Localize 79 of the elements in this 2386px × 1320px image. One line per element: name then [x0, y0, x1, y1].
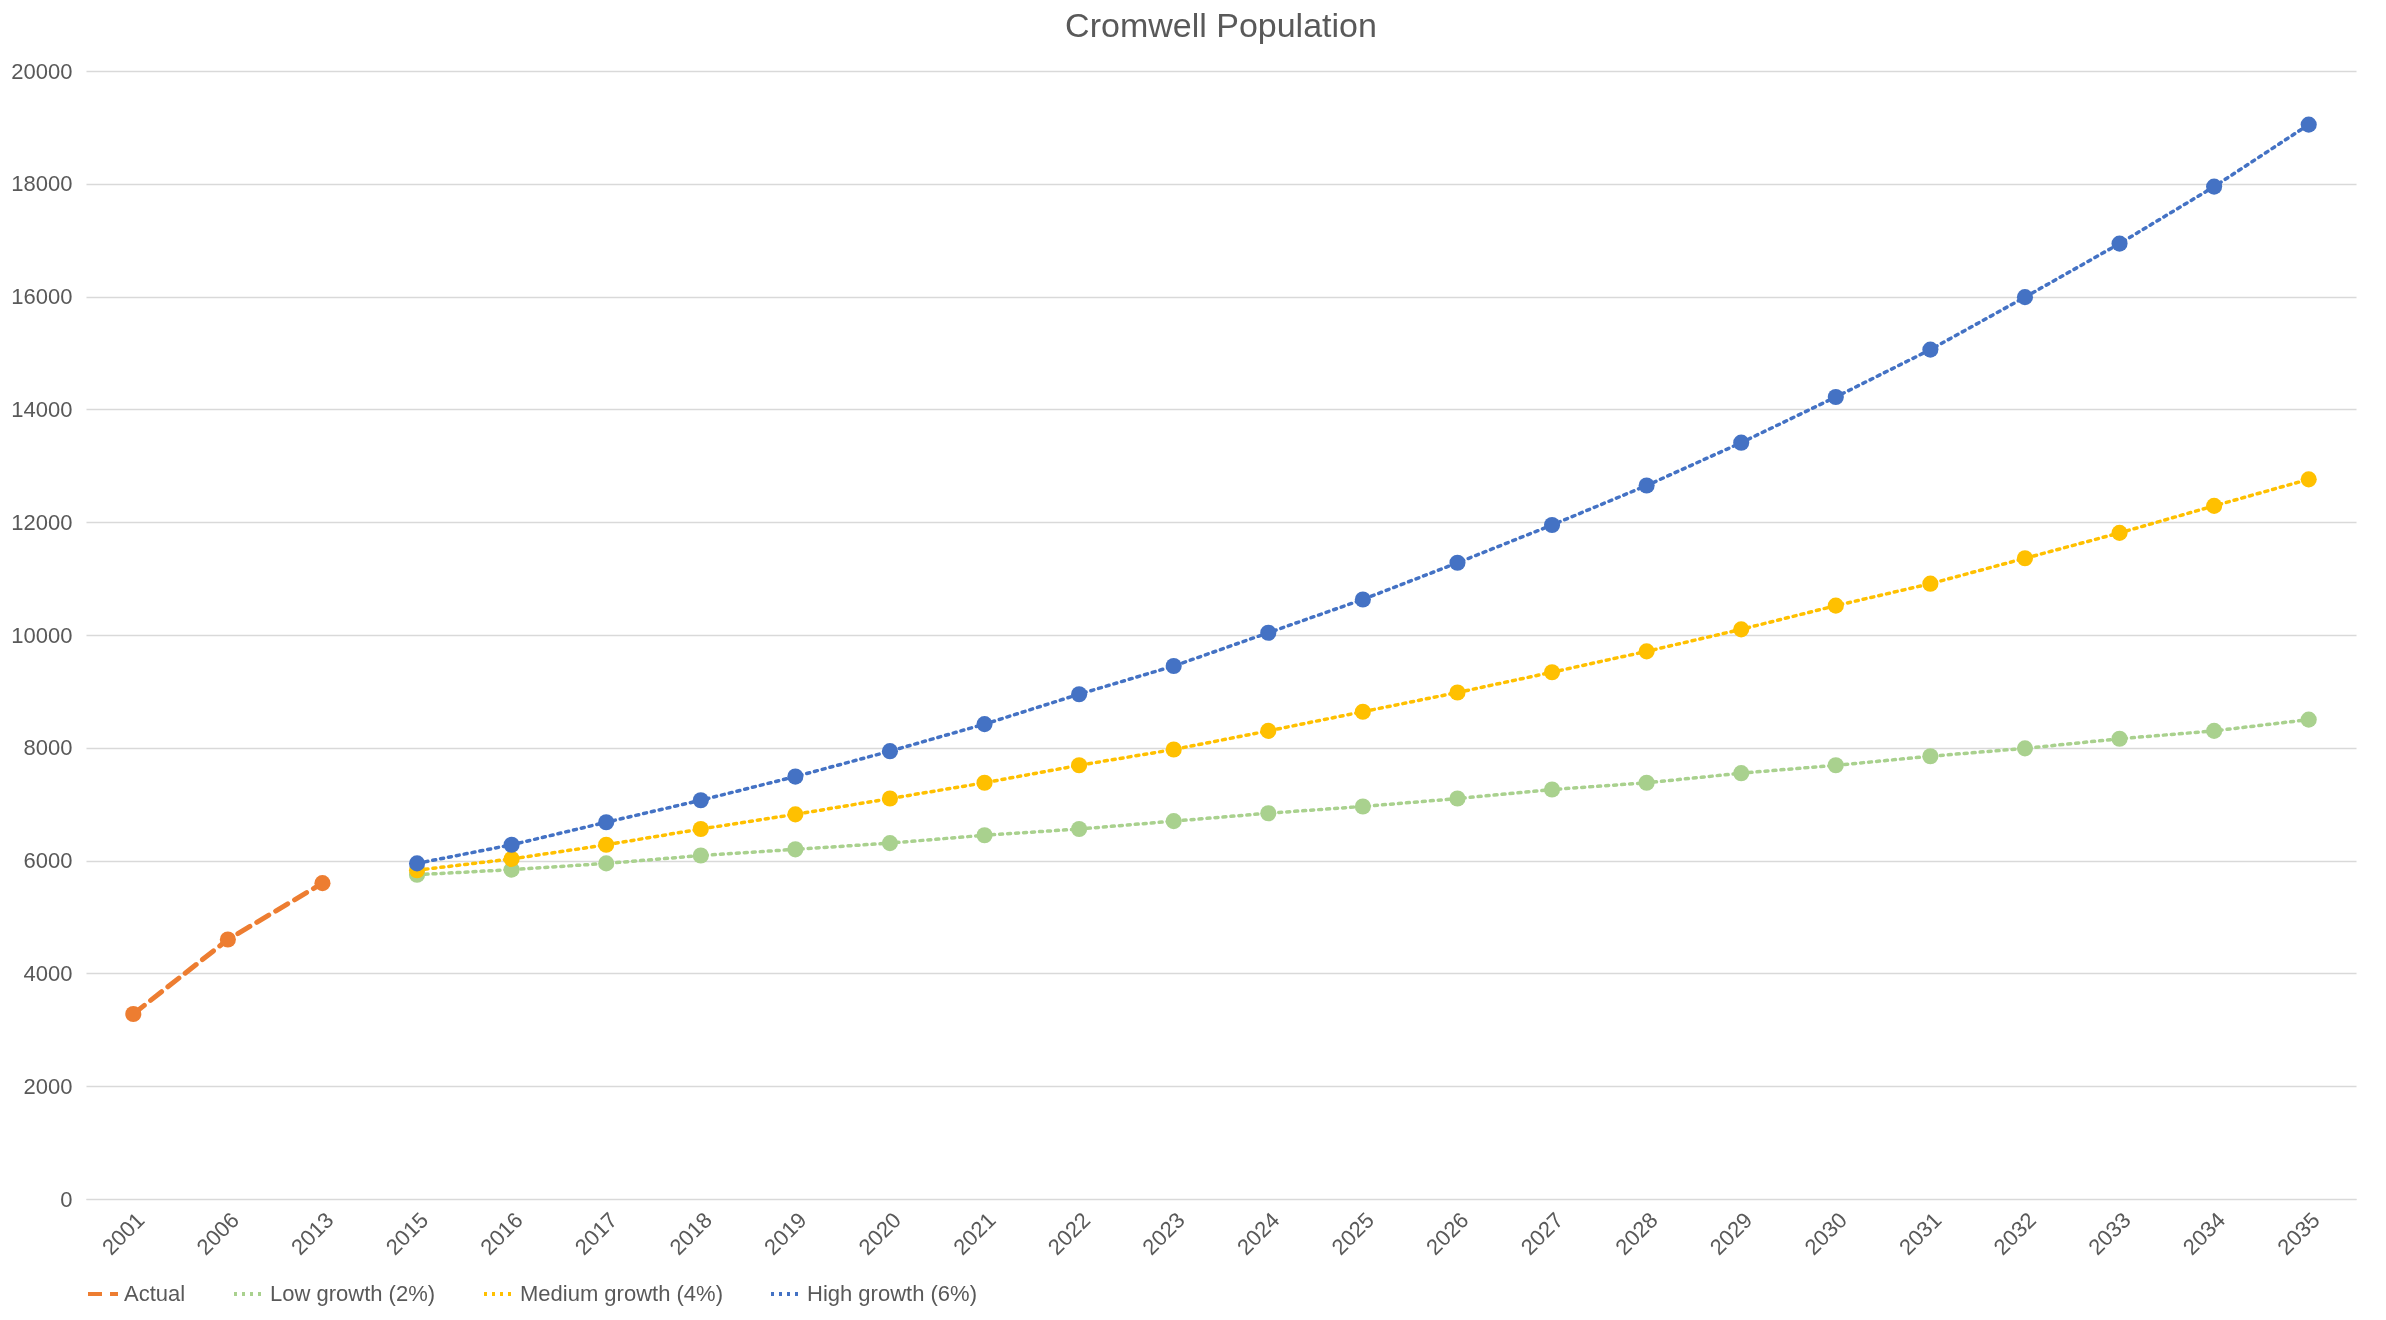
point — [2016, 740, 2034, 757]
point — [1733, 434, 1750, 451]
point — [1543, 664, 1561, 681]
point — [219, 931, 236, 948]
point — [314, 875, 331, 892]
point — [1071, 820, 1088, 838]
point — [692, 847, 709, 864]
point — [2206, 497, 2223, 514]
point — [1449, 684, 1466, 701]
point — [1165, 813, 1182, 830]
point — [1827, 388, 1844, 406]
point — [976, 827, 993, 844]
y-tick-label: 0 — [60, 1186, 73, 1212]
y-tick-label: 16000 — [11, 284, 73, 310]
point — [598, 855, 615, 872]
point — [1165, 657, 1182, 675]
point — [503, 836, 520, 853]
point — [881, 790, 899, 807]
point — [1638, 643, 1655, 660]
point — [1071, 757, 1088, 774]
point — [2111, 524, 2128, 541]
point — [598, 836, 615, 853]
legend-label: Actual — [124, 1281, 186, 1306]
legend-label: Medium growth (4%) — [520, 1281, 723, 1306]
point — [1354, 798, 1371, 815]
y-tick-label: 10000 — [11, 622, 73, 648]
y-tick-label: 18000 — [11, 171, 73, 197]
point — [1449, 790, 1466, 807]
point — [787, 806, 804, 823]
point — [1827, 597, 1844, 614]
point — [1449, 554, 1466, 571]
point — [2206, 722, 2223, 739]
point — [1071, 686, 1088, 703]
point — [125, 1005, 142, 1023]
point — [1638, 477, 1655, 494]
y-tick-label: 6000 — [23, 848, 73, 874]
point — [2111, 730, 2128, 747]
point — [2016, 550, 2034, 567]
point — [503, 850, 520, 867]
y-tick-label: 8000 — [23, 735, 73, 761]
point — [2111, 235, 2128, 252]
point — [881, 835, 899, 852]
y-tick-label: 14000 — [11, 396, 73, 422]
point — [976, 774, 993, 791]
legend-label: High growth (6%) — [807, 1281, 977, 1306]
point — [598, 814, 615, 831]
point — [1354, 703, 1371, 720]
point — [1260, 805, 1277, 822]
point — [692, 792, 709, 809]
point — [1543, 781, 1561, 798]
chart-title: Cromwell Population — [1065, 6, 1377, 44]
point — [1260, 624, 1277, 641]
point — [1733, 765, 1750, 782]
point — [1260, 722, 1277, 739]
point — [787, 768, 804, 785]
point — [1922, 748, 1939, 765]
point — [1638, 774, 1655, 791]
point — [881, 743, 899, 760]
point — [1922, 341, 1939, 358]
point — [1543, 516, 1561, 534]
y-tick-label: 12000 — [11, 509, 73, 535]
point — [1827, 757, 1844, 774]
point — [2300, 471, 2317, 488]
y-tick-label: 4000 — [23, 960, 73, 986]
point — [976, 716, 993, 733]
legend-label: Low growth (2%) — [270, 1281, 436, 1306]
point — [787, 841, 804, 858]
point — [692, 820, 709, 838]
point — [2300, 116, 2317, 133]
point — [1733, 621, 1750, 638]
point — [408, 855, 426, 872]
y-tick-label: 20000 — [11, 58, 73, 84]
point — [1354, 591, 1371, 608]
y-tick-label: 2000 — [23, 1073, 73, 1099]
point — [1165, 741, 1182, 758]
point — [1922, 575, 1939, 592]
point — [2016, 289, 2034, 306]
point — [2206, 178, 2223, 195]
point — [2300, 711, 2317, 728]
